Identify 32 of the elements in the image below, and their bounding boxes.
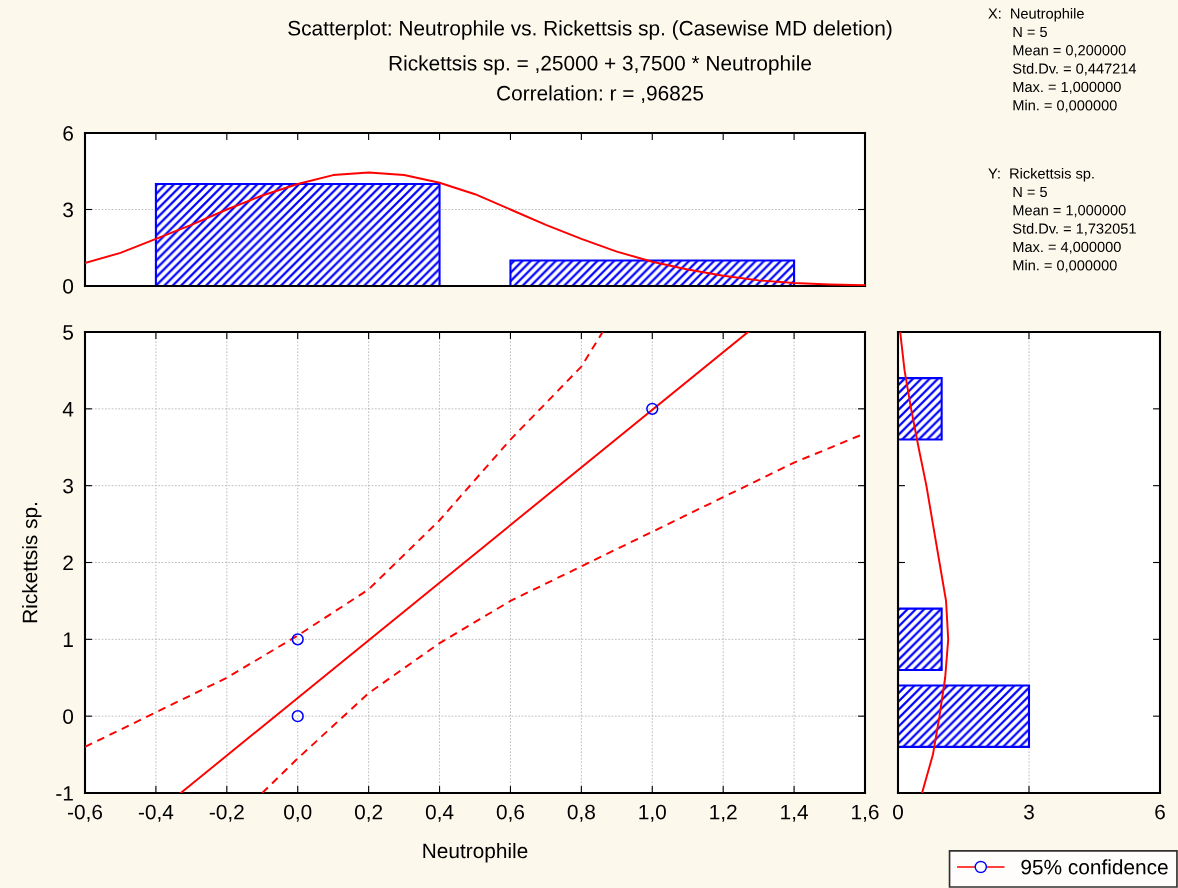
x-tick-label: 0,2	[354, 804, 383, 822]
x-tick-label: 1,6	[852, 804, 879, 822]
x-tick-label: 3	[1024, 804, 1034, 820]
y-tick-label: 5	[63, 325, 74, 340]
x-tick-label: 6	[1155, 804, 1165, 820]
x-tick-label: 1,2	[710, 804, 737, 822]
y-tick-label: 0	[63, 279, 74, 294]
y-tick-label: 4	[62, 402, 74, 417]
text: Y: Rickettsis sp. N = 5 Mean = 1,000000 Std.Dv. = 1,732051 Max. = 4,000000 Min. = 0,000000	[988, 168, 1136, 273]
x-tick-label: 0	[893, 804, 903, 820]
chart-subtitle: Rickettsis sp. = ,25000 + 3,7500 * Neutrophile Correlation: r = ,96825	[389, 55, 812, 104]
text: X: Neutrophile N = 5 Mean = 0,200000 Std.Dv. = 0,447214 Max. = 1,000000 Min. = 0,000000	[988, 8, 1137, 113]
legend-label: 95% confidence	[1021, 859, 1168, 875]
y-tick-label: 3	[63, 202, 73, 218]
x-tick-label: 0,6	[496, 804, 525, 822]
y-tick-label: 6	[63, 126, 73, 141]
x-tick-label: 1,4	[781, 804, 808, 822]
chart-title: Scatterplot: Neutrophile vs. Rickettsis sp. (Casewise MD deletion)	[288, 20, 892, 40]
x-axis-title: Neutrophile	[423, 842, 528, 863]
y-axis-title: Rickettsis sp.	[22, 503, 42, 623]
x-tick-label: 0,8	[567, 804, 595, 822]
x-tick-label: -0,2	[209, 804, 244, 822]
x-tick-label: 1,0	[639, 804, 666, 822]
y-tick-label: -1	[56, 786, 73, 801]
y-tick-label: 1	[63, 632, 73, 647]
y-tick-label: 2	[63, 555, 73, 571]
x-tick-label: 0,4	[425, 804, 454, 822]
x-tick-label: -0,4	[138, 804, 174, 822]
x-tick-label: -0,6	[67, 804, 103, 822]
x-tick-label: 0,0	[284, 804, 312, 822]
y-tick-label: 3	[63, 478, 73, 494]
y-tick-label: 0	[63, 709, 74, 724]
